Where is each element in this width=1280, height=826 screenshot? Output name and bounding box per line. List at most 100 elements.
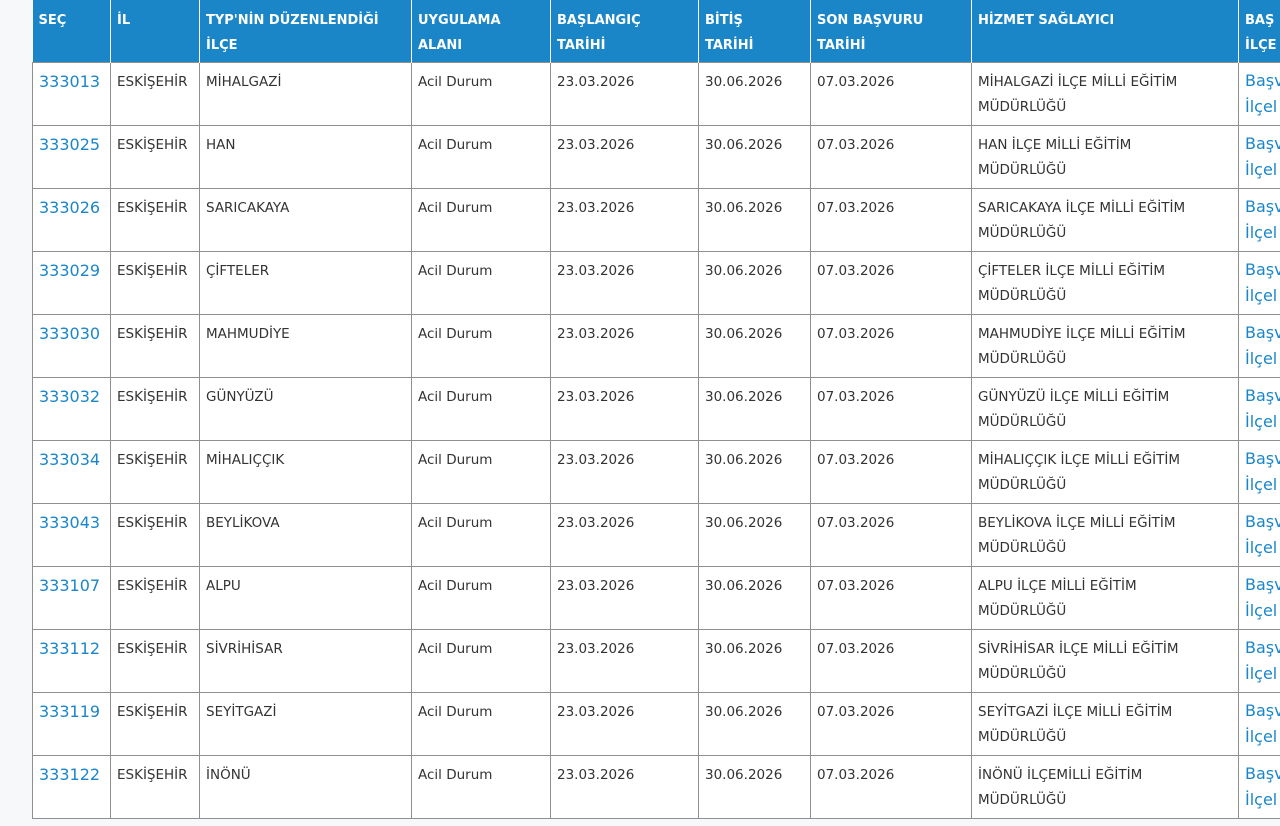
table-row: 333025 ESKİŞEHİR HAN Acil Durum 23.03.2026 30… xyxy=(32,125,1280,189)
cell-line[interactable]: İlçel xyxy=(1245,727,1278,746)
row-id[interactable]: 333034 xyxy=(32,440,111,504)
cell-line: HİZMET SAĞLAYICI xyxy=(978,13,1115,28)
column-header: HİZMET SAĞLAYICI xyxy=(971,0,1239,63)
row-id[interactable]: 333043 xyxy=(32,503,111,567)
row-id[interactable]: 333013 xyxy=(32,62,111,126)
row-id[interactable]: 333107 xyxy=(32,566,111,630)
apply-link[interactable]: Başv İlçel xyxy=(1238,251,1280,315)
row-id[interactable]: 333029 xyxy=(32,251,111,315)
column-header: İL xyxy=(110,0,200,63)
table-row: 333043 ESKİŞEHİR BEYLİKOVA Acil Durum 23.03.… xyxy=(32,503,1280,567)
cell-line[interactable]: Başv xyxy=(1245,701,1280,720)
apply-link[interactable]: Başv İlçel xyxy=(1238,692,1280,756)
apply-link[interactable]: Başv İlçel xyxy=(1238,125,1280,189)
cell-line: ALPU İLÇE MİLLİ EĞİTİM xyxy=(978,578,1137,594)
cell-line[interactable]: Başv xyxy=(1245,260,1280,279)
table-row: 333026 ESKİŞEHİR SARICAKAYA Acil Durum 23.03… xyxy=(32,188,1280,252)
district: İNÖNÜ xyxy=(199,755,412,819)
cell-line[interactable]: İlçel xyxy=(1245,160,1278,179)
table-row: 333013 ESKİŞEHİR MİHALGAZİ Acil Durum 23.03.… xyxy=(32,62,1280,126)
provider: SİVRİHİSAR İLÇE MİLLİ EĞİTİM MÜDÜRLÜĞÜ xyxy=(971,629,1239,693)
category: Acil Durum xyxy=(411,62,551,126)
cell-line: MÜDÜRLÜĞÜ xyxy=(978,162,1067,178)
cell-line[interactable]: İlçel xyxy=(1245,349,1278,368)
cell-line[interactable]: İlçel xyxy=(1245,286,1278,305)
provider: GÜNYÜZÜ İLÇE MİLLİ EĞİTİM MÜDÜRLÜĞÜ xyxy=(971,377,1239,441)
table-row: 333122 ESKİŞEHİR İNÖNÜ Acil Durum 23.03.2026… xyxy=(32,755,1280,819)
cell-line: MİHALIÇÇIK İLÇE MİLLİ EĞİTİM xyxy=(978,452,1181,468)
column-header: UYGULAMA ALANI xyxy=(411,0,551,63)
cell-line: İNÖNÜ İLÇEMİLLİ EĞİTİM xyxy=(978,767,1143,783)
apply-link[interactable]: Başv İlçel xyxy=(1238,566,1280,630)
cell-line[interactable]: Başv xyxy=(1245,764,1280,783)
cell-line: SON BAŞVURU xyxy=(817,13,924,28)
district: HAN xyxy=(199,125,412,189)
cell-line[interactable]: Başv xyxy=(1245,386,1280,405)
cell-line[interactable]: Başv xyxy=(1245,71,1280,90)
city: ESKİŞEHİR xyxy=(110,188,200,252)
cell-line: MÜDÜRLÜĞÜ xyxy=(978,540,1067,556)
start-date: 23.03.2026 xyxy=(550,62,699,126)
city: ESKİŞEHİR xyxy=(110,692,200,756)
end-date: 30.06.2026 xyxy=(698,566,811,630)
apply-link[interactable]: Başv İlçel xyxy=(1238,62,1280,126)
cell-line: UYGULAMA xyxy=(418,13,501,28)
row-id[interactable]: 333119 xyxy=(32,692,111,756)
cell-line[interactable]: Başv xyxy=(1245,512,1280,531)
cell-line[interactable]: İlçel xyxy=(1245,223,1278,242)
cell-line[interactable]: Başv xyxy=(1245,134,1280,153)
table-row: 333034 ESKİŞEHİR MİHALIÇÇIK Acil Durum 23.03… xyxy=(32,440,1280,504)
cell-line[interactable]: İlçel xyxy=(1245,475,1278,494)
deadline: 07.03.2026 xyxy=(810,629,972,693)
district: MAHMUDİYE xyxy=(199,314,412,378)
district: SEYİTGAZİ xyxy=(199,692,412,756)
deadline: 07.03.2026 xyxy=(810,503,972,567)
category: Acil Durum xyxy=(411,503,551,567)
district: SİVRİHİSAR xyxy=(199,629,412,693)
start-date: 23.03.2026 xyxy=(550,314,699,378)
cell-line: MÜDÜRLÜĞÜ xyxy=(978,288,1067,304)
cell-line[interactable]: Başv xyxy=(1245,323,1280,342)
column-header: BAŞ İLÇE xyxy=(1238,0,1280,63)
cell-line: HAN İLÇE MİLLİ EĞİTİM xyxy=(978,137,1132,153)
category: Acil Durum xyxy=(411,188,551,252)
row-id[interactable]: 333122 xyxy=(32,755,111,819)
cell-line[interactable]: İlçel xyxy=(1245,412,1278,431)
row-id[interactable]: 333026 xyxy=(32,188,111,252)
start-date: 23.03.2026 xyxy=(550,692,699,756)
row-id[interactable]: 333112 xyxy=(32,629,111,693)
column-header: SON BAŞVURU TARİHİ xyxy=(810,0,972,63)
apply-link[interactable]: Başv İlçel xyxy=(1238,629,1280,693)
cell-line: SİVRİHİSAR İLÇE MİLLİ EĞİTİM xyxy=(978,641,1179,657)
category: Acil Durum xyxy=(411,314,551,378)
apply-link[interactable]: Başv İlçel xyxy=(1238,314,1280,378)
cell-line[interactable]: Başv xyxy=(1245,449,1280,468)
cell-line[interactable]: Başv xyxy=(1245,638,1280,657)
cell-line[interactable]: Başv xyxy=(1245,197,1280,216)
cell-line[interactable]: İlçel xyxy=(1245,538,1278,557)
cell-line: TYP'NİN DÜZENLENDİĞİ xyxy=(206,13,379,28)
cell-line: TARİHİ xyxy=(557,38,606,53)
cell-line: TARİHİ xyxy=(705,38,754,53)
row-id[interactable]: 333025 xyxy=(32,125,111,189)
cell-line: MÜDÜRLÜĞÜ xyxy=(978,603,1067,619)
cell-line[interactable]: İlçel xyxy=(1245,664,1278,683)
cell-line[interactable]: İlçel xyxy=(1245,97,1278,116)
apply-link[interactable]: Başv İlçel xyxy=(1238,503,1280,567)
city: ESKİŞEHİR xyxy=(110,629,200,693)
apply-link[interactable]: Başv İlçel xyxy=(1238,755,1280,819)
cell-line[interactable]: İlçel xyxy=(1245,790,1278,809)
results-table: SEÇ İL TYP'NİN DÜZENLENDİĞİ İLÇE UYGULAMA ALA… xyxy=(32,0,1280,819)
apply-link[interactable]: Başv İlçel xyxy=(1238,377,1280,441)
row-id[interactable]: 333032 xyxy=(32,377,111,441)
city: ESKİŞEHİR xyxy=(110,125,200,189)
row-id[interactable]: 333030 xyxy=(32,314,111,378)
category: Acil Durum xyxy=(411,629,551,693)
cell-line: TARİHİ xyxy=(817,38,866,53)
cell-line[interactable]: İlçel xyxy=(1245,601,1278,620)
cell-line: MAHMUDİYE İLÇE MİLLİ EĞİTİM xyxy=(978,326,1186,342)
apply-link[interactable]: Başv İlçel xyxy=(1238,188,1280,252)
apply-link[interactable]: Başv İlçel xyxy=(1238,440,1280,504)
cell-line[interactable]: Başv xyxy=(1245,575,1280,594)
column-header: SEÇ xyxy=(32,0,111,63)
